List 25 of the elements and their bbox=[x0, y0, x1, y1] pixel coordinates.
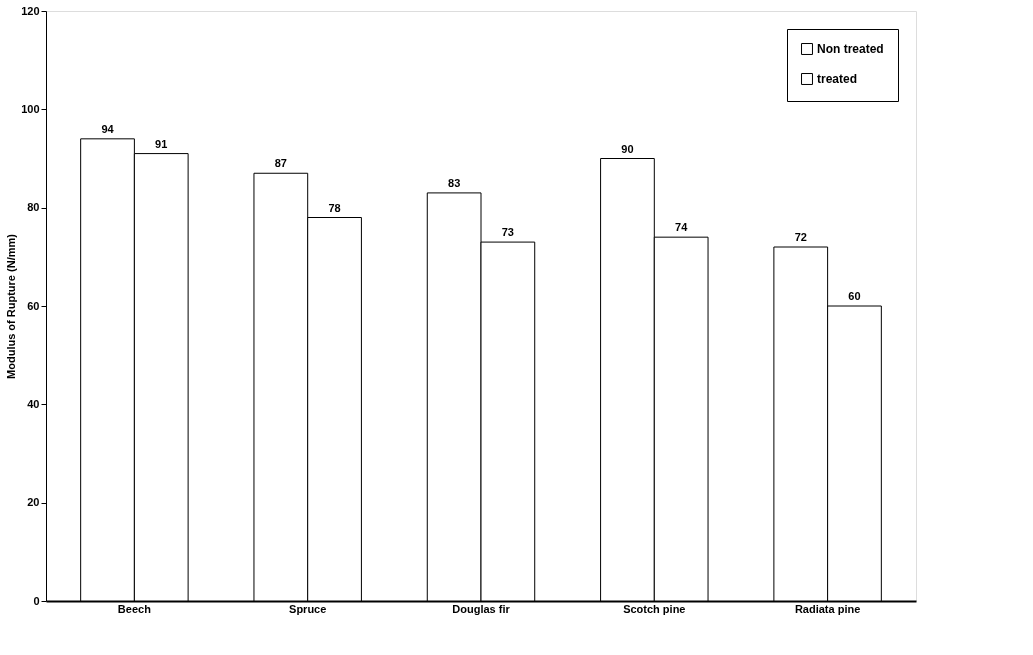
y-tick-label: 40 bbox=[27, 397, 40, 410]
x-tick-label: Spruce bbox=[289, 602, 327, 615]
data-label: 91 bbox=[155, 137, 168, 150]
y-tick-label: 80 bbox=[27, 201, 40, 214]
y-axis-title: Modulus of Rupture (N/mm) bbox=[5, 233, 18, 379]
legend-label: treated bbox=[817, 72, 858, 86]
y-tick-label: 100 bbox=[21, 102, 40, 115]
y-tick-label: 60 bbox=[27, 299, 40, 312]
y-tick-label: 120 bbox=[21, 4, 40, 17]
data-label: 83 bbox=[448, 176, 461, 189]
data-label: 78 bbox=[328, 201, 341, 214]
y-tick-label: 20 bbox=[27, 496, 40, 509]
x-tick-label: Radiata pine bbox=[794, 602, 861, 615]
legend-label: Non treated bbox=[817, 42, 884, 56]
data-label: 90 bbox=[621, 142, 634, 155]
data-label: 72 bbox=[794, 231, 807, 243]
data-label: 60 bbox=[848, 290, 861, 302]
data-label: 73 bbox=[501, 226, 514, 239]
x-tick-label: Scotch pine bbox=[623, 602, 686, 615]
data-label: 74 bbox=[675, 221, 689, 234]
x-tick-label: Beech bbox=[117, 602, 152, 615]
data-label: 94 bbox=[101, 122, 115, 135]
data-label: 87 bbox=[274, 157, 287, 170]
x-tick-label: Douglas fir bbox=[452, 602, 511, 615]
y-tick-label: 0 bbox=[33, 594, 40, 607]
